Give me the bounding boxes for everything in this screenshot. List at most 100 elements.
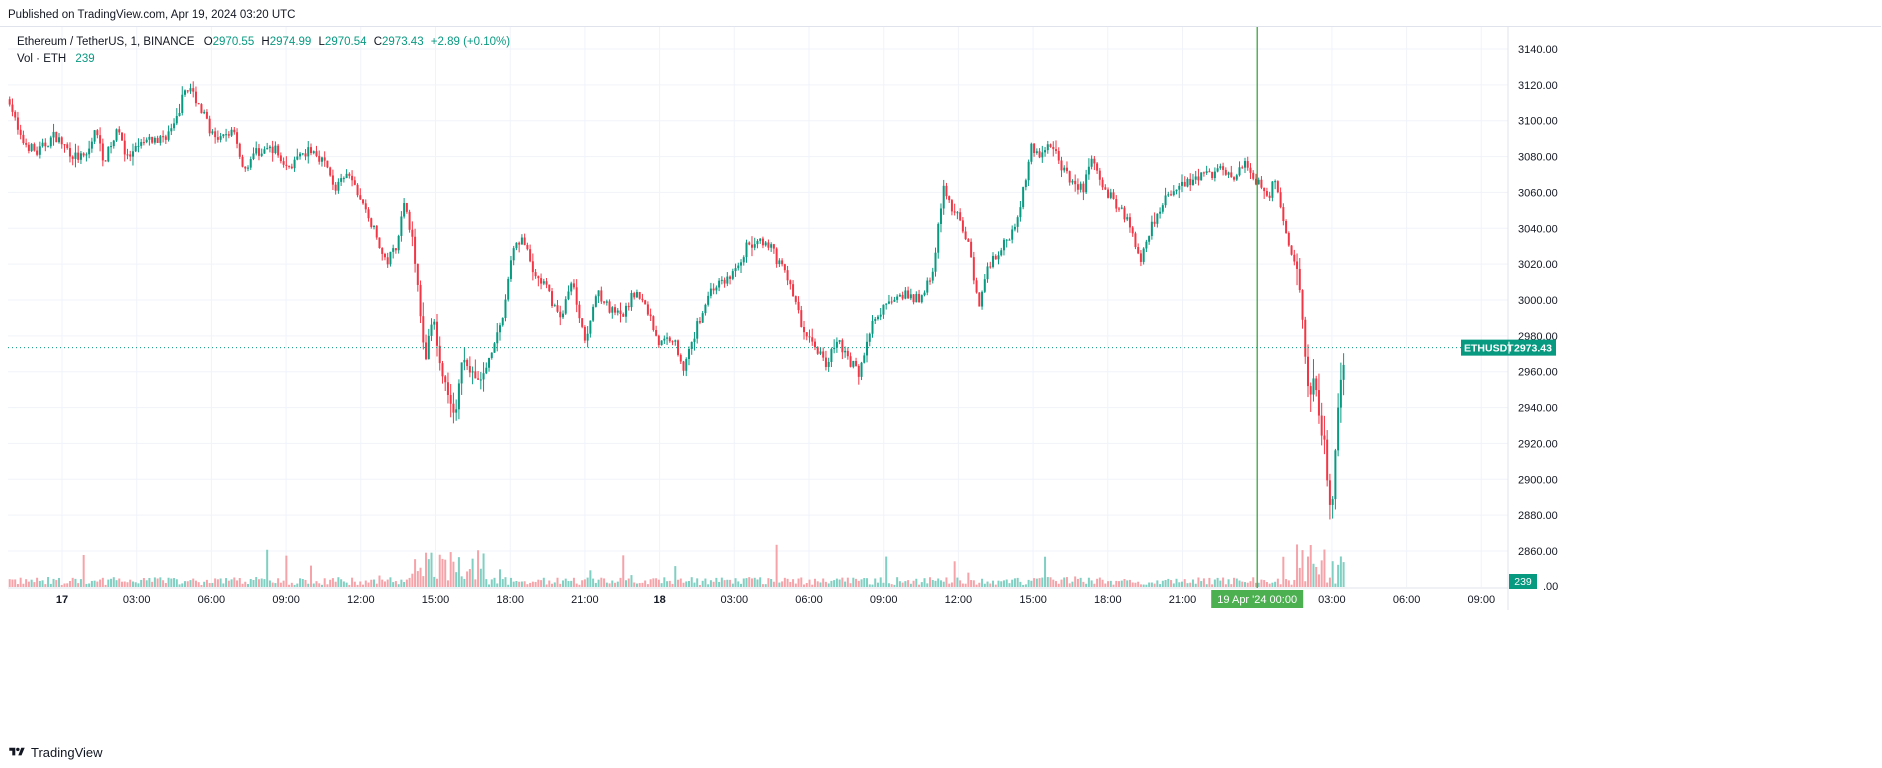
footer-brand[interactable]: TradingView <box>8 742 103 762</box>
y-tick-label: 3140.00 <box>1518 44 1558 56</box>
volume-bar <box>1279 584 1282 587</box>
volume-bar <box>652 578 655 587</box>
volume-bar <box>11 579 14 587</box>
candle-body <box>633 293 636 298</box>
volume-bar <box>871 584 874 587</box>
candle-body <box>830 349 833 362</box>
candle-body <box>1128 217 1131 228</box>
volume-bar <box>252 580 255 587</box>
chart[interactable]: 3140.00 3120.00 3100.00 3080.00 3060.00 3040.… <box>0 0 1882 744</box>
volume-bar <box>655 578 658 587</box>
volume-bar <box>1216 577 1219 587</box>
volume-bar <box>970 580 973 587</box>
volume-bar <box>750 578 753 587</box>
candle-body <box>1172 191 1175 196</box>
candles <box>8 81 1345 520</box>
volume-bar <box>863 578 866 587</box>
volume-bar <box>937 578 940 587</box>
volume-bar <box>8 579 11 587</box>
volume-bar <box>644 580 647 587</box>
volume-bar <box>961 583 964 587</box>
volume-bar <box>378 575 381 587</box>
candle-body <box>110 146 113 148</box>
volume-bar <box>55 580 58 587</box>
volume-bar <box>855 578 858 587</box>
volume-bar <box>425 552 428 587</box>
legend-symbol[interactable]: Ethereum / TetherUS, 1, BINANCE <box>17 36 195 48</box>
candle-body <box>720 279 723 281</box>
volume-bar <box>307 583 310 587</box>
volume-bar <box>1000 581 1003 587</box>
candle-body <box>1033 143 1036 154</box>
volume-bar <box>551 583 554 587</box>
candle-body <box>827 361 830 367</box>
candle-body <box>1200 172 1203 181</box>
candle-body <box>1107 189 1110 198</box>
candle-body <box>1118 208 1121 210</box>
legend-o-value: 2970.55 <box>212 36 255 48</box>
candle-body <box>1331 499 1334 505</box>
volume-bar <box>1159 584 1162 587</box>
price-axis[interactable]: 3140.00 3120.00 3100.00 3080.00 3060.00 3040.… <box>1461 44 1558 593</box>
candle-body <box>1178 185 1181 190</box>
crosshair-date-badge <box>1211 590 1304 608</box>
volume-bar <box>438 554 441 587</box>
volume-bar <box>800 577 803 587</box>
volume-bar <box>775 544 778 587</box>
candle-body <box>342 178 345 180</box>
y-tick-label-partial: .00 <box>1543 581 1558 593</box>
volume-bar <box>844 581 847 587</box>
volume-bar <box>1328 577 1331 587</box>
candle-body <box>422 316 425 343</box>
candle-body <box>247 167 250 169</box>
volume-bar <box>194 580 197 587</box>
x-tick-label: 03:00 <box>721 594 749 606</box>
volume-bar <box>1096 578 1099 587</box>
volume-bar <box>189 580 192 587</box>
x-tick-label: 17 <box>56 594 68 606</box>
candle-body <box>677 340 680 355</box>
candle-body <box>915 293 918 303</box>
candle-body <box>307 147 310 157</box>
candle-body <box>88 148 91 155</box>
volume-bar <box>929 577 932 587</box>
candle-body <box>726 276 729 284</box>
volume-bar <box>561 580 564 587</box>
x-tick-label: 15:00 <box>422 594 450 606</box>
y-tick-label: 3100.00 <box>1518 116 1558 128</box>
x-tick-label: 09:00 <box>1468 594 1496 606</box>
volume-bar <box>824 581 827 587</box>
volume-bar <box>504 577 507 587</box>
candle-body <box>950 200 953 212</box>
candle-body <box>1282 207 1285 222</box>
candle-body <box>44 142 47 147</box>
candle-body <box>1194 176 1197 180</box>
candle-body <box>1082 183 1085 193</box>
time-axis[interactable]: 17 03:00 06:00 09:00 12:00 15:00 18:00 21:00 18 0… <box>56 590 1495 608</box>
volume-bar <box>852 577 855 587</box>
candle-body <box>364 203 367 210</box>
candle-body <box>55 131 58 143</box>
candle-body <box>123 140 126 155</box>
volume-bar <box>816 581 819 587</box>
volume-bar <box>1055 581 1058 587</box>
overlays <box>8 27 1508 588</box>
candle-body <box>1112 192 1115 200</box>
volume-bar <box>126 582 129 587</box>
volume-bar <box>1118 581 1121 587</box>
y-tick-label: 3120.00 <box>1518 80 1558 92</box>
volume-bar <box>920 582 923 587</box>
candle-body <box>493 343 496 353</box>
volume-bar <box>767 578 770 587</box>
volume-bar <box>482 553 485 587</box>
candle-body <box>1309 386 1312 395</box>
candle-body <box>1279 192 1282 208</box>
volume-bar <box>553 582 556 587</box>
candle-body <box>624 305 627 317</box>
legend-volume-label[interactable]: Vol · ETH <box>17 53 67 65</box>
volume-bar <box>712 581 715 587</box>
volume-bar <box>890 584 893 587</box>
candle-body <box>1049 144 1052 147</box>
candle-body <box>1202 172 1205 174</box>
candle-body <box>323 157 326 161</box>
